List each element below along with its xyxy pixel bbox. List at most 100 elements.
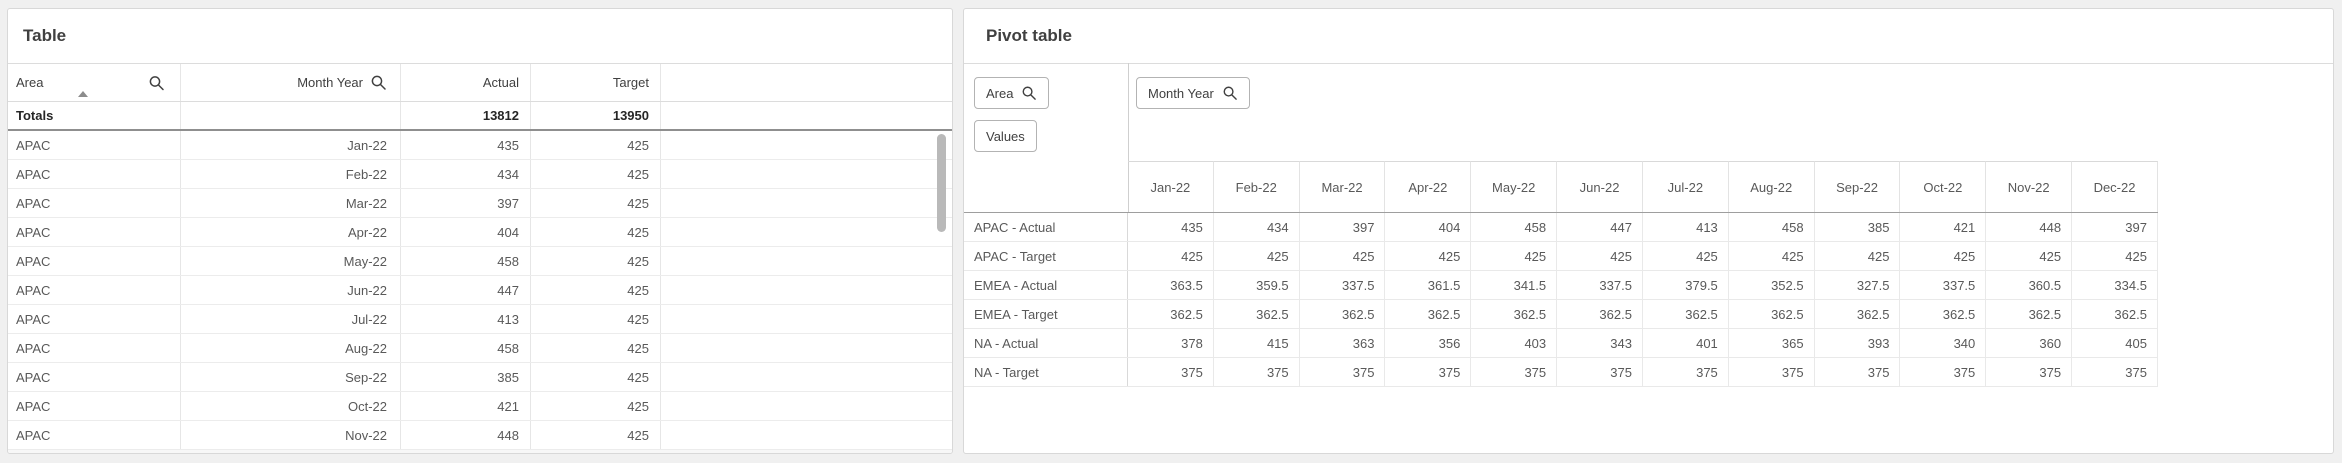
pivot-value-cell: 362.5 [2072, 300, 2158, 328]
cell-month-year[interactable]: Aug-22 [181, 334, 401, 362]
pivot-value-cell: 362.5 [1643, 300, 1729, 328]
pivot-column-header[interactable]: Mar-22 [1299, 161, 1386, 212]
row-dimension-button[interactable]: Area [974, 77, 1050, 109]
table-panel: Table Area Month Year [7, 8, 953, 454]
pivot-value-cell: 375 [1986, 358, 2073, 386]
pivot-column-header[interactable]: Nov-22 [1986, 161, 2073, 212]
column-header-month-year[interactable]: Month Year [181, 64, 401, 101]
pivot-value-cell: 375 [1214, 358, 1300, 386]
cell-area[interactable]: APAC [8, 363, 181, 391]
pivot-column-header[interactable]: Dec-22 [2072, 161, 2158, 212]
cell-month-year[interactable]: Mar-22 [181, 189, 401, 217]
pivot-column-header[interactable]: Jun-22 [1557, 161, 1643, 212]
column-dimension-button[interactable]: Month Year [1136, 77, 1250, 109]
cell-empty [661, 276, 952, 304]
column-header-target[interactable]: Target [531, 64, 661, 101]
pivot-value-cell: 375 [1385, 358, 1472, 386]
cell-month-year[interactable]: Jan-22 [181, 131, 401, 159]
column-header-area[interactable]: Area [8, 64, 181, 101]
cell-target: 425 [531, 334, 661, 362]
pivot-value-cell: 363.5 [1128, 271, 1214, 299]
row-dimension-button-label: Area [986, 85, 1014, 101]
cell-area[interactable]: APAC [8, 218, 181, 246]
cell-empty [661, 421, 952, 449]
pivot-value-cell: 435 [1128, 213, 1214, 241]
cell-actual: 421 [401, 392, 531, 420]
table-row: APAC Oct-22 421 425 [8, 392, 952, 421]
cell-actual: 458 [401, 334, 531, 362]
cell-month-year[interactable]: Oct-22 [181, 392, 401, 420]
pivot-value-cell: 413 [1643, 213, 1729, 241]
pivot-column-header[interactable]: Apr-22 [1385, 161, 1472, 212]
search-icon[interactable] [1222, 85, 1238, 101]
cell-empty [661, 131, 952, 159]
cell-area[interactable]: APAC [8, 334, 181, 362]
cell-area[interactable]: APAC [8, 160, 181, 188]
cell-empty [661, 189, 952, 217]
cell-area[interactable]: APAC [8, 392, 181, 420]
cell-month-year[interactable]: Jul-22 [181, 305, 401, 333]
pivot-column-header[interactable]: Aug-22 [1728, 161, 1815, 212]
pivot-value-cell: 397 [2072, 213, 2158, 241]
column-header-area-label: Area [16, 75, 44, 90]
pivot-value-cell: 378 [1128, 329, 1214, 357]
cell-target: 425 [531, 247, 661, 275]
pivot-row-header[interactable]: EMEA - Actual [964, 271, 1128, 299]
search-icon[interactable] [148, 74, 165, 91]
cell-area[interactable]: APAC [8, 247, 181, 275]
cell-actual: 385 [401, 363, 531, 391]
cell-area[interactable]: APAC [8, 421, 181, 449]
search-icon[interactable] [1021, 85, 1037, 101]
pivot-value-cell: 343 [1557, 329, 1643, 357]
pivot-value-cell: 458 [1729, 213, 1815, 241]
cell-month-year[interactable]: Feb-22 [181, 160, 401, 188]
pivot-column-header[interactable]: May-22 [1471, 161, 1558, 212]
cell-month-year[interactable]: Apr-22 [181, 218, 401, 246]
pivot-column-header[interactable]: Jan-22 [1128, 161, 1214, 212]
pivot-value-cell: 360.5 [1986, 271, 2073, 299]
pivot-column-header[interactable]: Jul-22 [1642, 161, 1729, 212]
search-icon[interactable] [370, 74, 387, 91]
cell-month-year[interactable]: May-22 [181, 247, 401, 275]
pivot-column-header-row: Jan-22 Feb-22 Mar-22 Apr-22 May-22 Jun-22 Jul-… [964, 161, 2158, 213]
column-header-actual[interactable]: Actual [401, 64, 531, 101]
pivot-row: APAC - Target 425 425 425 425 425 425 425 425 425… [964, 242, 2158, 271]
table-panel-title: Table [23, 26, 67, 45]
cell-month-year[interactable]: Sep-22 [181, 363, 401, 391]
pivot-value-cell: 425 [1471, 242, 1558, 270]
cell-area[interactable]: APAC [8, 305, 181, 333]
cell-area[interactable]: APAC [8, 131, 181, 159]
pivot-value-cell: 425 [1986, 242, 2073, 270]
table-row: APAC Jan-22 435 425 [8, 131, 952, 160]
pivot-value-cell: 425 [1214, 242, 1300, 270]
cell-target: 425 [531, 189, 661, 217]
column-header-empty [661, 64, 952, 101]
pivot-value-cell: 337.5 [1300, 271, 1386, 299]
table-header-row: Area Month Year [8, 64, 952, 102]
pivot-row-header[interactable]: NA - Target [964, 358, 1128, 386]
cell-target: 425 [531, 131, 661, 159]
cell-month-year[interactable]: Jun-22 [181, 276, 401, 304]
pivot-value-cell: 362.5 [1214, 300, 1300, 328]
vertical-scrollbar[interactable] [937, 134, 946, 232]
pivot-value-cell: 434 [1214, 213, 1300, 241]
pivot-column-header[interactable]: Feb-22 [1213, 161, 1300, 212]
cell-empty [661, 334, 952, 362]
column-dimension-button-label: Month Year [1148, 85, 1214, 101]
cell-target: 425 [531, 305, 661, 333]
pivot-row-header[interactable]: APAC - Target [964, 242, 1128, 270]
pivot-row-header[interactable]: EMEA - Target [964, 300, 1128, 328]
cell-empty [661, 392, 952, 420]
pivot-value-cell: 425 [1815, 242, 1901, 270]
pivot-column-header[interactable]: Oct-22 [1900, 161, 1987, 212]
clipped-row [8, 450, 952, 453]
pivot-value-cell: 375 [1900, 358, 1987, 386]
cell-area[interactable]: APAC [8, 189, 181, 217]
pivot-row-header[interactable]: NA - Actual [964, 329, 1128, 357]
pivot-row-header[interactable]: APAC - Actual [964, 213, 1128, 241]
pivot-column-header[interactable]: Sep-22 [1814, 161, 1901, 212]
cell-area[interactable]: APAC [8, 276, 181, 304]
pivot-header-divider [1128, 63, 1129, 213]
cell-month-year[interactable]: Nov-22 [181, 421, 401, 449]
values-button[interactable]: Values [974, 120, 1037, 152]
